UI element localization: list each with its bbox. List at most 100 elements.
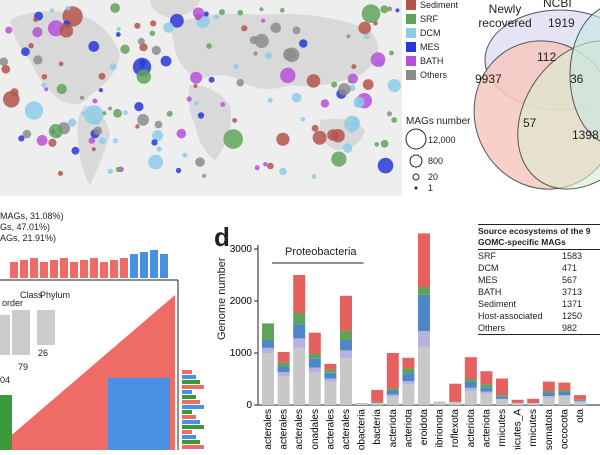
x-tick-label: ota [575,409,586,423]
table-row: Host-associated 1250 [478,310,600,322]
sample-dot [107,168,114,174]
sample-dot [259,7,264,12]
sample-dot [108,106,112,111]
bar-segment [308,354,321,359]
sample-dot [148,154,164,170]
sample-dot [195,157,205,167]
venn-label-ncbi: NCBI [543,0,572,10]
sample-dot [280,8,285,13]
bar-segment [480,384,493,388]
size-legend-value: 12,000 [428,135,456,145]
bar-segment [418,294,430,332]
bar-segment [324,378,337,382]
sample-dot [312,130,327,145]
sample-dot [151,139,158,146]
bar-segment [355,402,368,405]
bar-segment [418,331,430,347]
bar-segment [277,352,290,363]
sample-dot [41,82,47,88]
x-tick-label: rmicutes_A [513,409,524,450]
table-row: Others 982 [478,322,600,334]
sample-dot [300,116,306,122]
summary-bar [150,250,158,278]
bar-segment [402,384,415,405]
sample-dot [58,61,64,67]
bar-segment [293,338,306,348]
sample-dot [241,25,248,32]
side-bar [182,410,192,414]
summary-bar [10,262,18,278]
legend-swatch [406,0,416,10]
summary-bar [80,260,88,278]
bar-segment [324,381,337,405]
bar-segment [308,358,321,368]
rank-label-order: order [2,298,24,308]
side-bar [182,395,196,399]
sample-dot [49,8,55,13]
bar-segment [449,401,462,405]
world-map [0,0,402,196]
sample-dot [267,162,274,170]
sample-dot [71,146,80,155]
sample-dot [98,137,106,145]
sample-dot [135,124,140,129]
scatter-region [0,395,12,450]
bar-segment [558,396,571,405]
table-row: MES 567 [478,274,600,286]
bar-segment [558,395,571,397]
panel-c-percent-line: MAGs, 31.08%) [0,211,64,221]
bar-segment [324,372,337,379]
bar-segment [386,394,399,397]
legend-swatch [406,42,416,52]
panel-c-percent-line: AGs, 21.91%) [0,233,57,243]
sample-dot [194,101,199,106]
sample-dot [342,143,353,153]
sample-dot [0,57,8,66]
table-cell: Others [478,323,506,333]
sample-dot [120,44,130,54]
side-bar [182,425,204,429]
rank-count: 26 [38,348,49,358]
legend-label: MES [420,42,440,52]
sample-dot [33,55,43,65]
x-tick-label: bacterales [279,409,290,450]
size-legend-value: 20 [428,172,439,182]
legend-item-srf: SRF [406,14,438,24]
table-cell: 1250 [562,311,583,321]
bar-segment [277,362,290,367]
sample-dot [182,152,188,158]
bar-segment [262,340,274,348]
table-subtitle-line: GOMC-specific MAGs [478,237,566,247]
sample-dot [261,18,266,23]
summary-bar [160,254,168,278]
size-legend-value: 800 [428,156,444,166]
x-tick-label: rmicutes [497,409,508,447]
table-row: DCM 471 [478,262,600,274]
venn-diagram [465,0,600,196]
bar-segment [340,340,352,351]
table-cell: SRF [478,251,496,261]
sample-dot [1,64,11,74]
sample-dot [206,43,212,49]
bar-segment [402,368,415,374]
table-cell: BATH [478,287,502,297]
table-cell: Sediment [478,299,517,309]
side-bar [182,400,200,404]
bar-segment [418,287,430,295]
bar-segment [262,347,274,353]
sample-dot [137,114,150,126]
rank-label-class: Class [20,290,43,300]
sample-dot [377,157,394,174]
sample-dot [21,47,30,57]
bar-segment [511,402,524,405]
sample-dot [254,33,269,49]
legend-item-sediment: Sediment [406,0,458,10]
x-tick-label: rmicutes [528,409,539,447]
sample-dot [327,129,339,141]
table-row: BATH 3713 [478,286,600,298]
sample-dot [292,26,301,35]
sample-dot [223,129,243,149]
sample-dot [186,96,192,102]
bar-segment [324,369,337,373]
bar-segment [371,402,384,405]
